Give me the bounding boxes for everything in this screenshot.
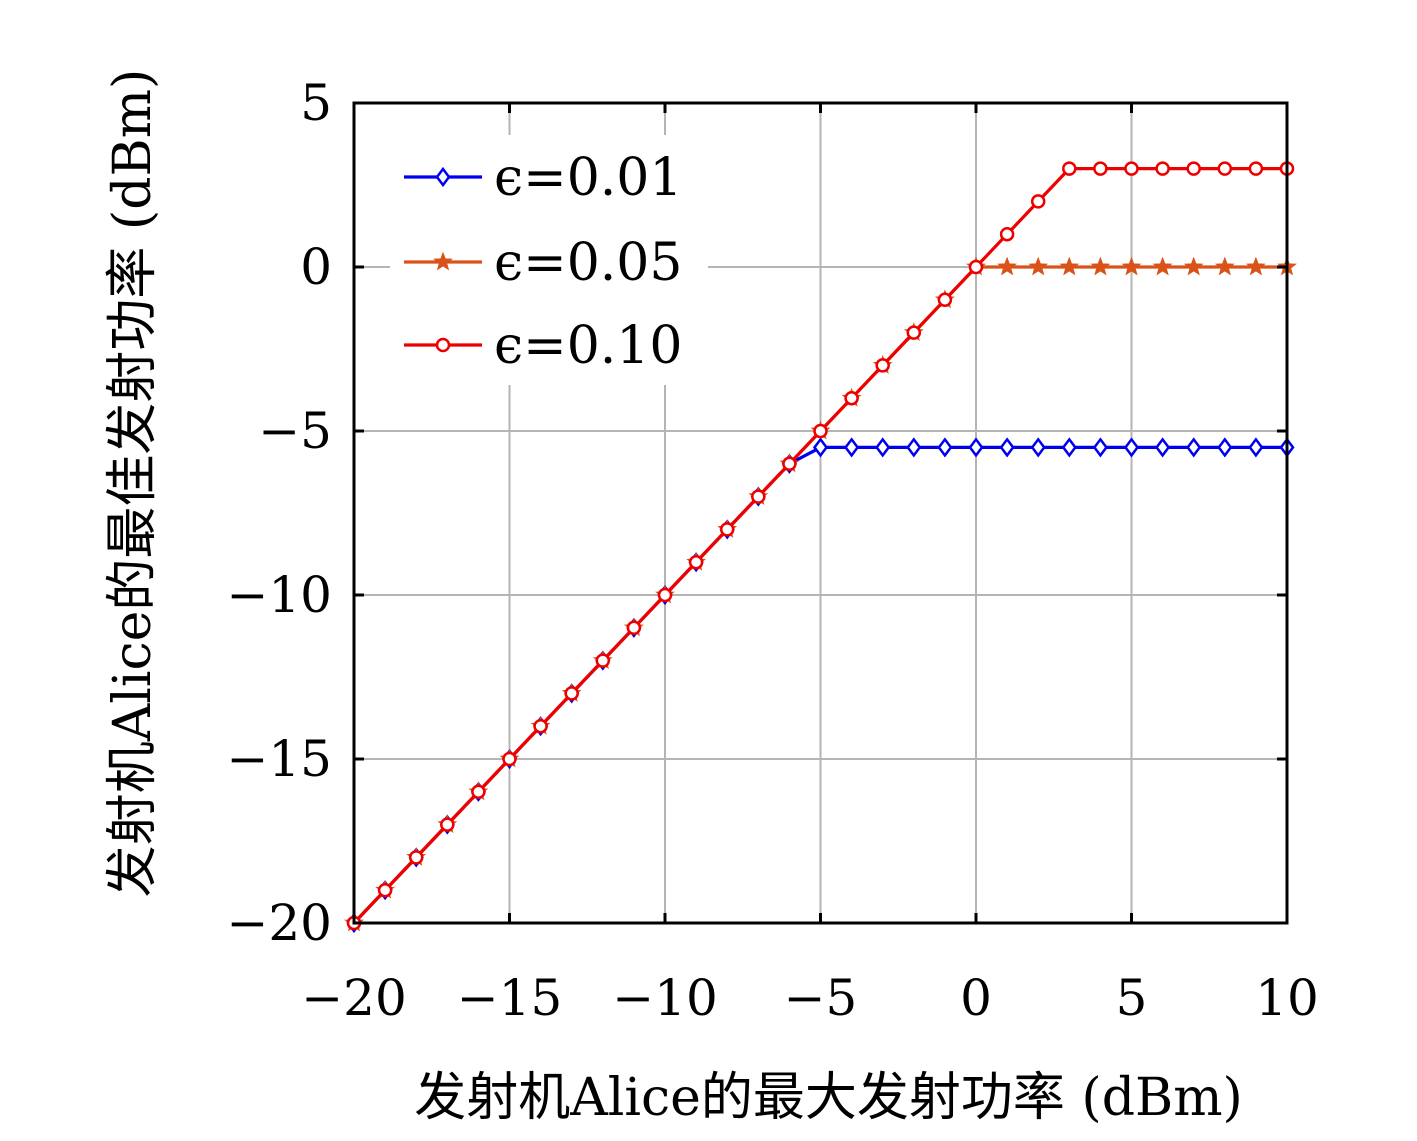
y-tick-label: 0 (300, 238, 332, 296)
data-point (968, 259, 984, 275)
series-3 (346, 161, 1295, 931)
data-point (1028, 256, 1049, 276)
data-point (1090, 256, 1111, 276)
x-tick-label: 5 (1116, 969, 1148, 1027)
x-axis-label: 发射机Alice的最大发射功率 (dBm) (414, 1068, 1243, 1128)
x-tick-label: −5 (784, 969, 858, 1027)
data-point (1155, 437, 1171, 458)
data-point (719, 522, 735, 537)
data-point (564, 686, 579, 701)
data-point (595, 653, 611, 668)
y-tick-label: −10 (226, 566, 332, 624)
legend-label: ϵ=0.10 (494, 316, 682, 376)
legend-item: ϵ=0.01 (404, 148, 682, 208)
data-point (937, 437, 953, 458)
data-point (906, 325, 922, 340)
data-point (435, 166, 451, 188)
data-point (1123, 437, 1140, 458)
data-point (844, 390, 859, 406)
x-tick-label: 10 (1255, 969, 1319, 1027)
y-tick-label: −5 (258, 402, 332, 460)
data-point (657, 587, 673, 603)
data-point (408, 850, 424, 865)
data-point (812, 437, 829, 458)
data-point (440, 817, 455, 832)
data-point (782, 456, 797, 472)
data-point (626, 620, 642, 636)
data-point (1186, 161, 1201, 176)
data-point (997, 256, 1018, 276)
data-point (1217, 161, 1233, 176)
data-point (1093, 161, 1108, 176)
data-point (1248, 161, 1264, 176)
data-point (844, 437, 860, 458)
y-tick-label: 5 (300, 74, 332, 132)
data-point (502, 751, 517, 767)
legend-label: ϵ=0.05 (494, 233, 682, 293)
data-point (533, 718, 548, 734)
data-point (875, 437, 891, 458)
legend-label: ϵ=0.01 (494, 148, 682, 208)
data-point (1124, 161, 1139, 176)
legend-item: ϵ=0.10 (404, 316, 682, 376)
data-point (1061, 437, 1077, 458)
data-point (1214, 256, 1235, 276)
data-point (968, 437, 984, 458)
data-point (435, 337, 451, 353)
y-tick-label: −15 (226, 730, 332, 788)
data-point (999, 226, 1015, 242)
data-point (1217, 437, 1233, 458)
x-tick-label: −20 (301, 969, 407, 1027)
y-axis-label: 发射机Alice的最佳发射功率 (dBm) (103, 69, 163, 898)
data-point (1152, 256, 1173, 276)
data-point (1183, 256, 1204, 276)
y-tick-label: −20 (226, 894, 332, 952)
ticks: −20 −15 −10 −5 0 5 10 −20 −15 −10 −5 0 5 (226, 74, 1318, 1027)
data-point (1155, 161, 1170, 176)
x-tick-label: −10 (612, 969, 718, 1027)
series-layer (344, 161, 1297, 934)
data-point (1030, 194, 1046, 209)
legend-item: ϵ=0.05 (404, 233, 682, 293)
data-point (751, 489, 766, 504)
x-tick-label: −15 (457, 969, 563, 1027)
data-point (1245, 256, 1266, 276)
data-point (999, 437, 1015, 458)
data-point (1248, 437, 1264, 458)
data-point (937, 292, 953, 308)
data-point (471, 784, 486, 800)
data-point (1121, 256, 1142, 276)
data-point (906, 437, 922, 458)
x-tick-label: 0 (960, 969, 992, 1027)
data-point (1062, 161, 1077, 176)
data-point (1092, 437, 1108, 458)
data-point (433, 251, 453, 271)
data-point (377, 882, 393, 898)
data-point (813, 423, 828, 439)
legend: ϵ=0.01 ϵ=0.05 ϵ=0.10 (390, 135, 708, 385)
data-point (1059, 256, 1080, 276)
data-point (1186, 437, 1202, 458)
data-point (1030, 437, 1046, 458)
data-point (875, 358, 890, 373)
data-point (688, 554, 704, 570)
